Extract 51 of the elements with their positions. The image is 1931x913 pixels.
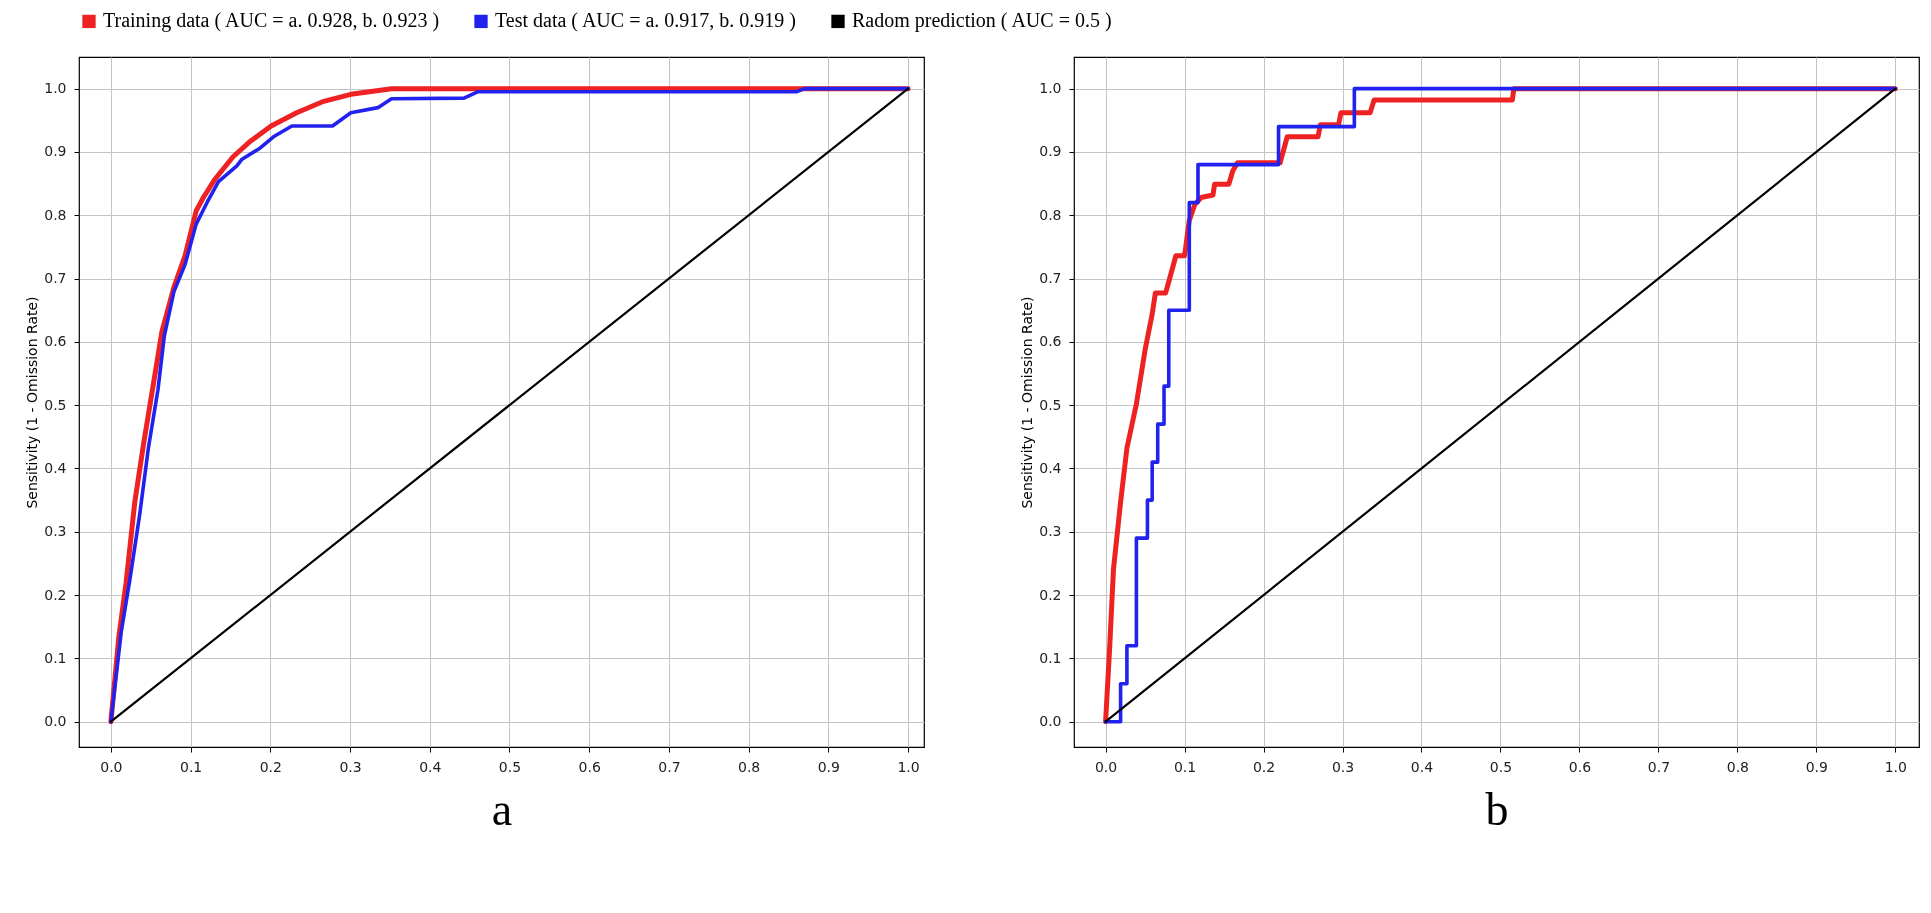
x-tick-label: 0.5: [498, 758, 522, 775]
legend-label: Radom prediction ( AUC = 0.5 ): [852, 9, 1112, 33]
x-tick-label: 0.2: [259, 758, 282, 775]
x-tick-label: 0.6: [1568, 758, 1592, 775]
y-tick-label: 0.0: [1039, 713, 1062, 730]
y-tick-label: 0.0: [44, 713, 67, 730]
y-tick-label: 0.7: [44, 270, 67, 287]
y-tick-label: 0.1: [1039, 649, 1062, 666]
y-tick-label: 0.2: [1039, 586, 1062, 603]
x-axis-title: a: [491, 783, 513, 835]
x-tick-label: 1.0: [1884, 758, 1907, 775]
x-axis-title: b: [1485, 783, 1509, 835]
y-tick-label: 1.0: [44, 80, 67, 97]
y-tick-label: 0.7: [1039, 270, 1062, 287]
x-tick-label: 0.0: [1094, 758, 1118, 775]
y-axis-title: Sensitivity (1 - Omission Rate): [1019, 296, 1036, 509]
y-tick-label: 0.9: [44, 143, 67, 160]
x-tick-label: 1.0: [897, 758, 920, 775]
x-tick-label: 0.6: [578, 758, 601, 775]
x-tick-label: 0.4: [1410, 758, 1434, 775]
y-tick-label: 0.8: [44, 206, 67, 223]
x-tick-label: 0.9: [817, 758, 840, 775]
y-tick-label: 0.3: [1039, 523, 1062, 540]
legend-label: Test data ( AUC = a. 0.917, b. 0.919 ): [495, 9, 796, 33]
x-tick-label: 0.3: [339, 758, 362, 775]
x-tick-label: 0.7: [1647, 758, 1671, 775]
y-tick-label: 0.5: [44, 396, 67, 413]
y-tick-label: 0.4: [44, 459, 67, 476]
y-tick-label: 0.2: [44, 586, 67, 603]
x-tick-label: 0.5: [1489, 758, 1513, 775]
y-tick-label: 0.6: [44, 333, 67, 350]
y-tick-label: 0.1: [44, 649, 67, 666]
x-tick-label: 0.8: [1726, 758, 1749, 775]
y-tick-label: 0.8: [1039, 206, 1062, 223]
x-tick-label: 0.7: [658, 758, 681, 775]
y-tick-label: 0.3: [44, 523, 67, 540]
y-axis-title: Sensitivity (1 - Omission Rate): [24, 296, 41, 509]
x-tick-label: 0.9: [1805, 758, 1828, 775]
y-tick-label: 0.9: [1039, 143, 1062, 160]
x-tick-label: 0.3: [1331, 758, 1355, 775]
legend-label: Training data ( AUC = a. 0.928, b. 0.923 ): [103, 9, 440, 33]
y-tick-label: 0.5: [1039, 396, 1062, 413]
y-tick-label: 1.0: [1039, 80, 1062, 97]
y-tick-label: 0.6: [1039, 333, 1062, 350]
x-tick-label: 0.1: [1173, 758, 1197, 775]
x-tick-label: 0.8: [737, 758, 761, 775]
x-tick-label: 0.1: [179, 758, 203, 775]
x-tick-label: 0.0: [100, 758, 123, 775]
x-tick-label: 0.2: [1252, 758, 1276, 775]
x-tick-label: 0.4: [419, 758, 442, 775]
y-tick-label: 0.4: [1039, 459, 1062, 476]
